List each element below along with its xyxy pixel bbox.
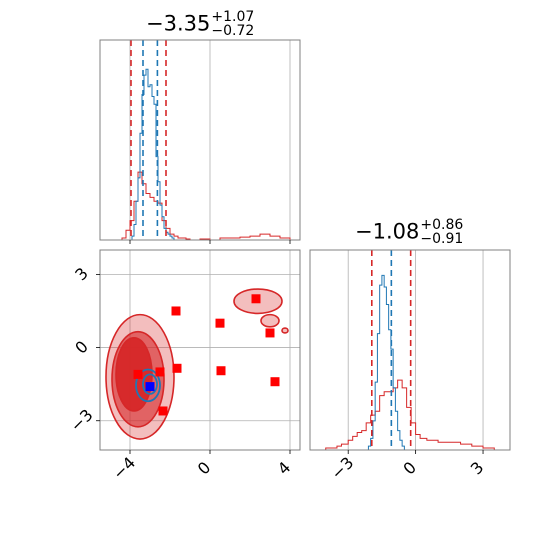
prior-contour-island — [281, 327, 289, 334]
tick-label-x: −3 — [327, 453, 357, 483]
title-param1: −3.35 +1.07 −0.72 — [146, 10, 254, 38]
prior-contour-island — [260, 313, 280, 328]
blue-marker — [145, 382, 155, 392]
title-param1-upper: +1.07 — [211, 9, 255, 25]
panel-marginal-param2 — [309, 249, 511, 451]
red-marker — [172, 363, 182, 373]
panel-marginal-param1 — [99, 39, 301, 241]
red-marker — [216, 366, 226, 376]
red-marker — [158, 406, 168, 416]
hist-posterior — [366, 274, 409, 451]
grid-marginal-param1 — [129, 40, 291, 240]
tick-label-y: 3 — [71, 264, 92, 285]
red-marker — [215, 318, 225, 328]
red-marker — [171, 306, 181, 316]
posterior-contour — [135, 368, 161, 403]
tick-label-x: 0 — [399, 458, 420, 479]
tick-label-x: 0 — [194, 458, 215, 479]
tick-label-y: 0 — [71, 337, 92, 358]
title-param2-upper: +0.86 — [420, 217, 464, 233]
tick-label-y: −3 — [67, 405, 97, 435]
title-param2-lower: −0.91 — [420, 231, 464, 247]
tick-label-x: 4 — [274, 458, 295, 479]
posterior-contour — [142, 373, 158, 395]
red-marker — [265, 328, 275, 338]
title-param1-value: −3.35 — [146, 11, 211, 36]
red-marker — [133, 369, 143, 379]
title-param2: −1.08 +0.86 −0.91 — [355, 218, 463, 246]
title-param2-value: −1.08 — [355, 219, 420, 244]
red-marker — [155, 367, 165, 377]
red-marker — [251, 294, 261, 304]
tick-label-x: −4 — [109, 453, 139, 483]
tick-label-x: 3 — [467, 458, 488, 479]
hist-prior — [121, 171, 294, 241]
panel-joint — [99, 249, 301, 451]
grid-marginal-param2 — [347, 250, 484, 450]
red-marker — [270, 377, 280, 387]
hist-posterior — [130, 68, 178, 241]
hist-prior — [314, 379, 499, 451]
title-param1-lower: −0.72 — [211, 23, 255, 39]
